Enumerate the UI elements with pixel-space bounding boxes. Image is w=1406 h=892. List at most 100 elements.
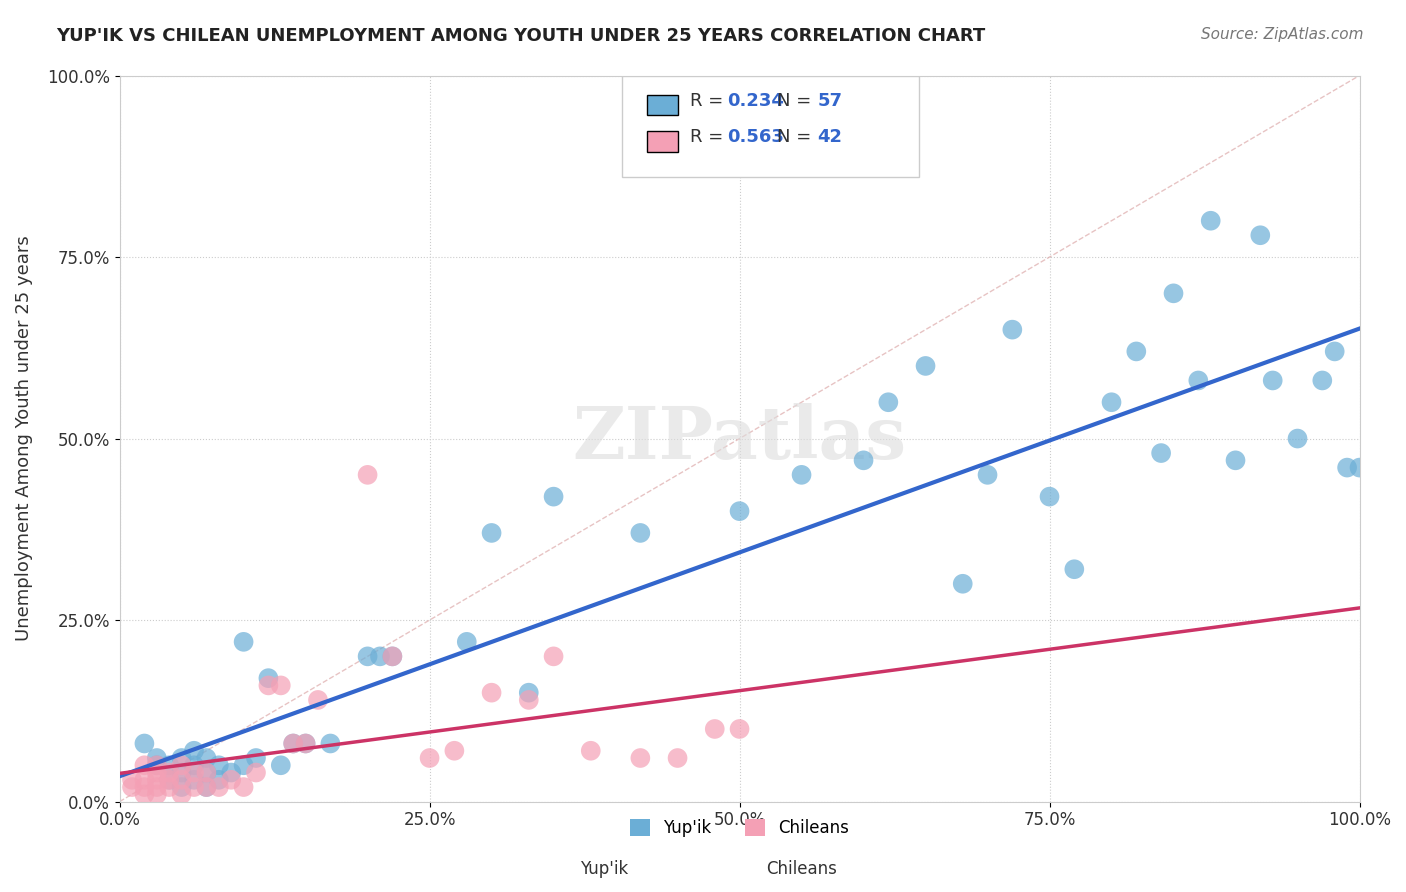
- Text: Source: ZipAtlas.com: Source: ZipAtlas.com: [1201, 27, 1364, 42]
- Point: [170, 758, 193, 772]
- Point: [157, 780, 180, 794]
- Point: [270, 678, 292, 692]
- Point: [157, 758, 180, 772]
- Point: [914, 359, 936, 373]
- Text: Yup'ik: Yup'ik: [581, 860, 628, 878]
- Point: [134, 780, 156, 794]
- Point: [1261, 374, 1284, 388]
- Point: [419, 751, 441, 765]
- Point: [728, 722, 751, 736]
- Text: ZIPatlas: ZIPatlas: [572, 403, 907, 474]
- Point: [666, 751, 689, 765]
- Point: [1150, 446, 1173, 460]
- Point: [219, 772, 242, 787]
- Text: 0.234: 0.234: [727, 92, 785, 110]
- FancyBboxPatch shape: [647, 95, 678, 115]
- Point: [232, 635, 254, 649]
- Point: [208, 758, 231, 772]
- Point: [134, 758, 156, 772]
- Point: [146, 772, 169, 787]
- Point: [121, 772, 143, 787]
- Point: [1199, 213, 1222, 227]
- Point: [628, 751, 651, 765]
- Point: [183, 744, 205, 758]
- Point: [790, 467, 813, 482]
- Text: YUP'IK VS CHILEAN UNEMPLOYMENT AMONG YOUTH UNDER 25 YEARS CORRELATION CHART: YUP'IK VS CHILEAN UNEMPLOYMENT AMONG YOU…: [56, 27, 986, 45]
- Point: [852, 453, 875, 467]
- Point: [543, 649, 565, 664]
- Point: [481, 686, 503, 700]
- Point: [1286, 432, 1309, 446]
- Point: [1310, 374, 1333, 388]
- Point: [1336, 460, 1358, 475]
- Point: [283, 737, 305, 751]
- Point: [157, 772, 180, 787]
- Point: [146, 780, 169, 794]
- Point: [952, 576, 974, 591]
- Point: [208, 772, 231, 787]
- Point: [146, 758, 169, 772]
- Text: R =: R =: [690, 92, 728, 110]
- Text: Chileans: Chileans: [766, 860, 837, 878]
- Point: [232, 758, 254, 772]
- Point: [517, 686, 540, 700]
- Point: [195, 765, 218, 780]
- Point: [134, 772, 156, 787]
- Point: [146, 787, 169, 801]
- Point: [1187, 374, 1209, 388]
- Point: [294, 737, 316, 751]
- Text: 57: 57: [818, 92, 842, 110]
- Point: [1249, 228, 1271, 243]
- Point: [195, 765, 218, 780]
- Point: [443, 744, 465, 758]
- Point: [356, 467, 378, 482]
- Point: [517, 693, 540, 707]
- Point: [356, 649, 378, 664]
- Point: [307, 693, 329, 707]
- Point: [183, 772, 205, 787]
- Point: [170, 751, 193, 765]
- Point: [134, 737, 156, 751]
- Point: [1063, 562, 1085, 576]
- Point: [270, 758, 292, 772]
- Point: [579, 744, 602, 758]
- Point: [481, 525, 503, 540]
- Point: [628, 525, 651, 540]
- Point: [170, 780, 193, 794]
- Point: [703, 722, 725, 736]
- Point: [1101, 395, 1123, 409]
- Text: N =: N =: [776, 92, 817, 110]
- Point: [245, 765, 267, 780]
- Point: [134, 787, 156, 801]
- Point: [170, 787, 193, 801]
- Point: [146, 751, 169, 765]
- Point: [245, 751, 267, 765]
- FancyBboxPatch shape: [647, 131, 678, 152]
- Point: [283, 737, 305, 751]
- Point: [257, 678, 280, 692]
- Text: R =: R =: [690, 128, 728, 146]
- Point: [157, 772, 180, 787]
- Point: [208, 780, 231, 794]
- Point: [1001, 323, 1024, 337]
- Point: [232, 780, 254, 794]
- Point: [294, 737, 316, 751]
- Point: [1163, 286, 1185, 301]
- Point: [728, 504, 751, 518]
- Point: [157, 765, 180, 780]
- Point: [146, 758, 169, 772]
- Point: [319, 737, 342, 751]
- Point: [195, 780, 218, 794]
- Point: [170, 765, 193, 780]
- Text: 0.563: 0.563: [727, 128, 785, 146]
- Point: [121, 780, 143, 794]
- Point: [381, 649, 404, 664]
- Point: [146, 765, 169, 780]
- Point: [219, 765, 242, 780]
- Point: [1225, 453, 1247, 467]
- Point: [1323, 344, 1346, 359]
- Point: [381, 649, 404, 664]
- Point: [170, 772, 193, 787]
- Text: N =: N =: [776, 128, 817, 146]
- Point: [368, 649, 391, 664]
